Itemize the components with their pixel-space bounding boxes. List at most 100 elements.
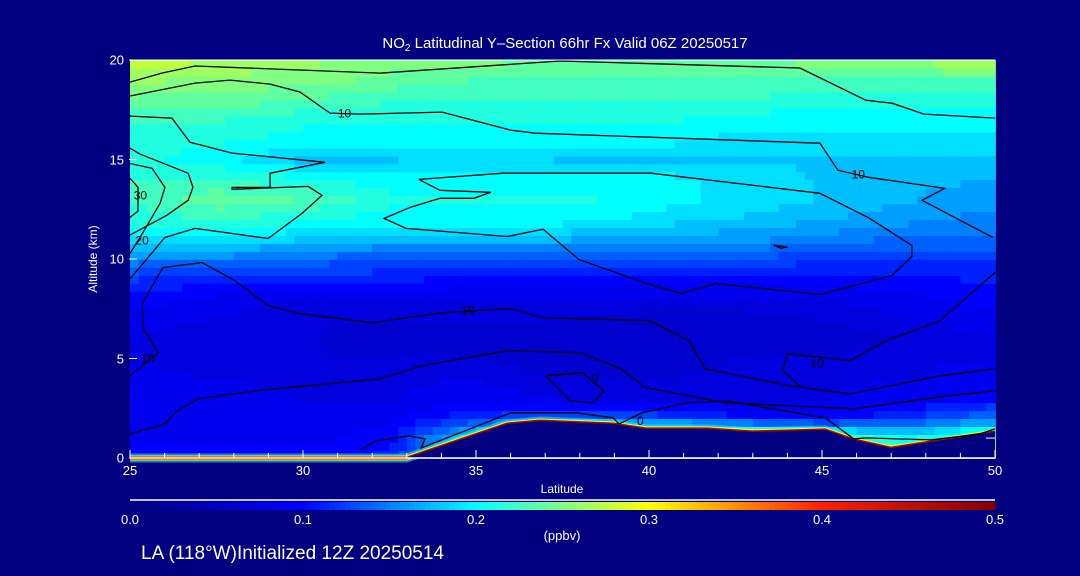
heatmap-cell [415,362,425,372]
heatmap-cell [303,99,313,109]
heatmap-cell [744,91,754,101]
heatmap-cell [899,418,910,427]
heatmap-cell [216,274,226,284]
heatmap-cell [761,378,771,388]
heatmap-cell [536,91,546,101]
heatmap-cell [951,418,962,427]
heatmap-cell [501,179,512,189]
heatmap-cell [553,235,564,244]
heatmap-cell [303,330,313,340]
heatmap-cell [545,402,555,412]
heatmap-cell [337,179,348,189]
heatmap-cell [553,195,564,205]
heatmap-cell [510,83,521,93]
heatmap-cell [752,123,763,133]
heatmap-cell [519,267,529,276]
heatmap-cell [225,410,235,419]
heatmap-cell [804,235,815,244]
heatmap-cell [337,267,348,276]
heatmap-cell [796,83,806,93]
heatmap-cell [709,60,720,69]
heatmap-cell [415,370,425,380]
heatmap-cell [320,235,330,244]
heatmap-cell [441,418,451,427]
heatmap-cell [796,75,806,85]
heatmap-cell [199,75,209,85]
heatmap-cell [865,163,875,173]
heatmap-cell [380,75,391,85]
heatmap-cell [406,83,417,93]
heatmap-cell [199,123,209,133]
heatmap-cell [441,322,451,332]
heatmap-cell [277,386,287,396]
heatmap-cell [380,282,391,292]
heatmap-cell [623,243,633,252]
heatmap-cell [380,83,391,93]
heatmap-cell [251,434,261,443]
heatmap-cell [285,91,296,101]
heatmap-cell [891,338,901,348]
heatmap-cell [623,322,633,332]
heatmap-cell [216,147,226,157]
heatmap-cell [311,227,322,236]
heatmap-cell [562,211,572,220]
heatmap-cell [294,338,304,348]
heatmap-cell [614,75,624,85]
heatmap-cell [657,131,668,141]
heatmap-cell [943,227,953,236]
heatmap-cell [303,378,313,388]
heatmap-cell [519,147,529,157]
heatmap-cell [458,60,469,69]
heatmap-cell [190,418,201,427]
heatmap-cell [432,274,443,284]
heatmap-cell [649,219,659,228]
heatmap-cell [891,386,901,396]
heatmap-cell [380,354,391,364]
heatmap-cell [519,235,529,244]
heatmap-cell [138,267,149,276]
heatmap-cell [562,282,572,292]
heatmap-cell [951,187,962,197]
heatmap-cell [631,139,642,149]
heatmap-cell [943,410,953,419]
heatmap-cell [527,402,538,412]
heatmap-cell [277,115,287,125]
heatmap-cell [424,75,434,85]
heatmap-cell [822,338,832,348]
heatmap-cell [181,274,192,284]
heatmap-cell [830,267,841,276]
heatmap-cell [467,282,477,292]
heatmap-cell [787,282,797,292]
heatmap-cell [640,322,650,332]
heatmap-cell [216,243,226,252]
heatmap-cell [545,107,555,117]
heatmap-cell [770,282,780,292]
heatmap-cell [415,386,425,396]
heatmap-cell [778,227,789,236]
heatmap-cell [908,195,918,205]
heatmap-cell [553,187,564,197]
heatmap-cell [389,330,399,340]
heatmap-cell [925,338,936,348]
heatmap-cell [450,163,460,173]
heatmap-cell [458,219,469,228]
heatmap-cell [830,147,841,157]
heatmap-cell [925,418,936,427]
heatmap-cell [813,203,823,213]
heatmap-cell [138,314,149,324]
heatmap-cell [977,155,988,165]
heatmap-cell [467,195,477,205]
heatmap-cell [718,91,728,101]
heatmap-cell [873,298,884,308]
heatmap-cell [311,251,322,260]
heatmap-cell [744,211,754,220]
heatmap-cell [476,68,486,77]
heatmap-cell [501,274,512,284]
heatmap-cell [631,354,642,364]
heatmap-cell [899,107,910,117]
heatmap-cell [796,211,806,220]
heatmap-cell [242,330,252,340]
heatmap-cell [467,362,477,372]
heatmap-cell [173,68,183,77]
heatmap-cell [155,115,166,125]
